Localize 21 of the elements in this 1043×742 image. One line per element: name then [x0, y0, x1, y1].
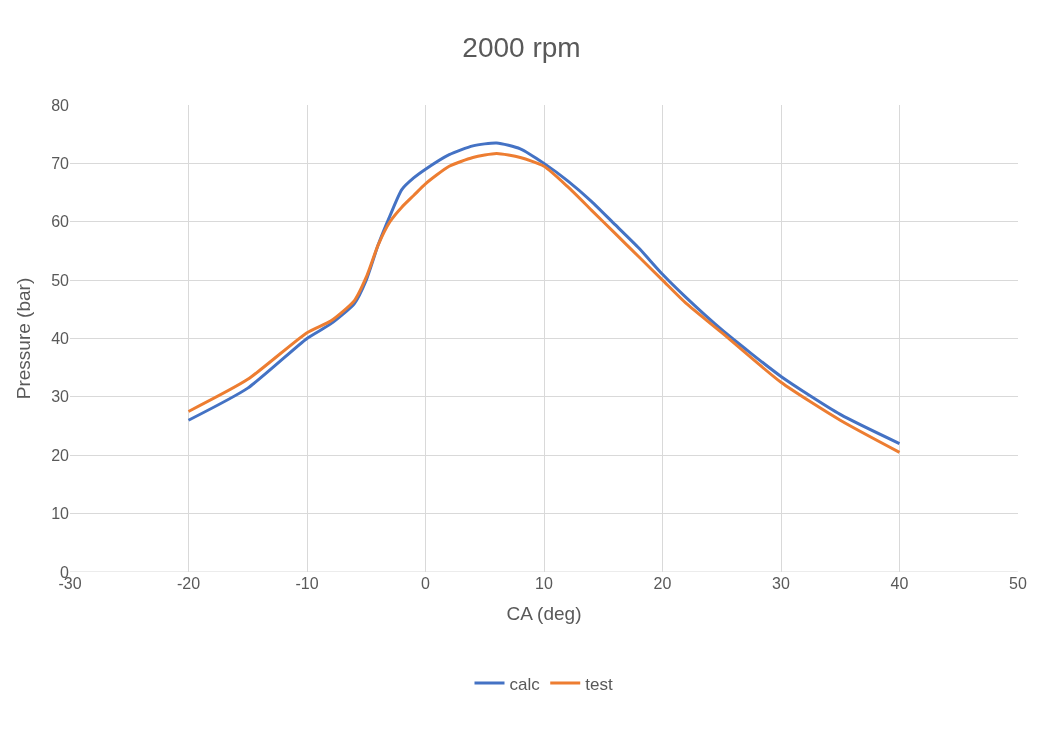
chart-title: 2000 rpm [462, 31, 581, 63]
legend-label: calc [509, 674, 541, 694]
x-tick-label: 20 [653, 575, 672, 592]
x-tick-label: 40 [890, 575, 909, 592]
legend-label: test [585, 674, 613, 694]
x-tick-label: 10 [535, 575, 553, 592]
y-tick-label: 30 [51, 388, 70, 406]
y-tick-label: 20 [51, 446, 70, 464]
x-tick-label: 30 [772, 575, 790, 592]
y-tick-label: 60 [51, 213, 70, 231]
y-axis-title: Pressure (bar) [13, 277, 35, 400]
x-tick-label: -20 [176, 575, 201, 592]
x-axis-title: CA (deg) [506, 602, 582, 624]
y-tick-label: 70 [51, 154, 70, 172]
y-tick-label: 10 [51, 505, 70, 523]
y-tick-label: 40 [51, 330, 70, 348]
y-tick-label: 50 [51, 271, 70, 289]
x-tick-label: 50 [1009, 575, 1027, 592]
x-tick-label: 0 [421, 575, 431, 592]
x-tick-label: -10 [295, 575, 319, 592]
y-tick-label: 80 [51, 96, 70, 114]
